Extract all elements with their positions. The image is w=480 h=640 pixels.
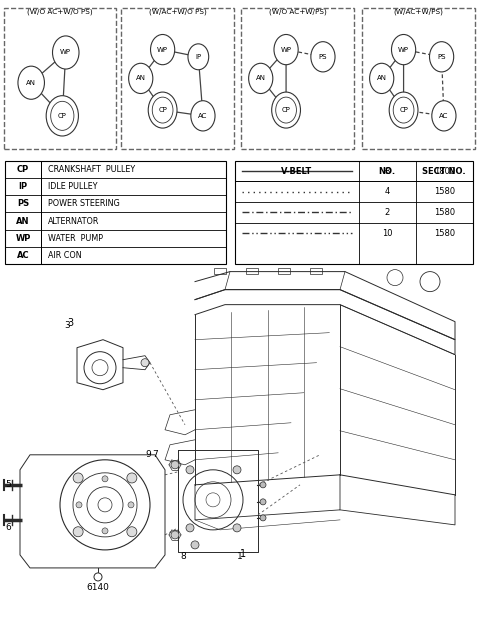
Text: AC: AC bbox=[17, 251, 29, 260]
Circle shape bbox=[73, 473, 83, 483]
Circle shape bbox=[151, 35, 175, 65]
Circle shape bbox=[127, 473, 137, 483]
Circle shape bbox=[18, 66, 45, 99]
Text: 6140: 6140 bbox=[86, 584, 109, 593]
Text: IP: IP bbox=[18, 182, 27, 191]
Circle shape bbox=[370, 63, 394, 93]
Text: WP: WP bbox=[15, 234, 31, 243]
Text: AN: AN bbox=[136, 76, 146, 81]
Text: 1580: 1580 bbox=[434, 228, 455, 237]
Circle shape bbox=[392, 35, 416, 65]
Text: AN: AN bbox=[377, 76, 387, 81]
Text: 10: 10 bbox=[382, 228, 393, 237]
Text: ALTERNATOR: ALTERNATOR bbox=[48, 216, 99, 226]
Text: IDLE PULLEY: IDLE PULLEY bbox=[48, 182, 97, 191]
Bar bbox=[214, 268, 226, 274]
Text: PS: PS bbox=[319, 54, 327, 60]
Text: 5: 5 bbox=[5, 481, 11, 490]
Text: 8: 8 bbox=[180, 552, 186, 561]
Circle shape bbox=[311, 42, 335, 72]
Text: CP: CP bbox=[158, 107, 167, 113]
Text: (W/O AC+W/O PS): (W/O AC+W/O PS) bbox=[27, 8, 93, 15]
Text: WATER  PUMP: WATER PUMP bbox=[48, 234, 103, 243]
Circle shape bbox=[432, 100, 456, 131]
Text: NO.: NO. bbox=[379, 166, 396, 175]
Text: (W/AC+W/O PS): (W/AC+W/O PS) bbox=[149, 8, 206, 15]
Circle shape bbox=[102, 528, 108, 534]
Text: 1800: 1800 bbox=[434, 166, 455, 175]
Circle shape bbox=[430, 42, 454, 72]
Text: 1580: 1580 bbox=[434, 188, 455, 196]
Circle shape bbox=[148, 92, 177, 128]
Text: CP: CP bbox=[282, 107, 290, 113]
Circle shape bbox=[46, 95, 78, 136]
Circle shape bbox=[94, 573, 102, 581]
Text: AN: AN bbox=[26, 80, 36, 86]
Circle shape bbox=[260, 482, 266, 488]
Text: V-BELT: V-BELT bbox=[281, 166, 312, 175]
Text: AN: AN bbox=[256, 76, 266, 81]
Bar bbox=[246, 268, 258, 274]
Circle shape bbox=[171, 531, 179, 539]
Text: 1: 1 bbox=[240, 549, 246, 559]
Circle shape bbox=[186, 524, 194, 532]
Text: (W/O AC+W/PS): (W/O AC+W/PS) bbox=[269, 8, 326, 15]
Text: AN: AN bbox=[16, 216, 30, 226]
Text: 7: 7 bbox=[152, 451, 158, 460]
Text: (W/AC+W/PS): (W/AC+W/PS) bbox=[394, 8, 444, 15]
Bar bbox=[310, 268, 322, 274]
Text: WP: WP bbox=[398, 47, 409, 52]
Circle shape bbox=[127, 527, 137, 537]
Text: CP: CP bbox=[58, 113, 67, 119]
Text: 1: 1 bbox=[237, 552, 243, 561]
Text: 6: 6 bbox=[5, 524, 11, 532]
Circle shape bbox=[260, 515, 266, 521]
Text: 4: 4 bbox=[384, 188, 390, 196]
Circle shape bbox=[233, 524, 241, 532]
Circle shape bbox=[141, 358, 149, 367]
Circle shape bbox=[191, 541, 199, 549]
Text: AIR CON: AIR CON bbox=[48, 251, 82, 260]
Circle shape bbox=[260, 499, 266, 505]
Text: AC: AC bbox=[198, 113, 208, 119]
Circle shape bbox=[171, 461, 179, 469]
Circle shape bbox=[76, 502, 82, 508]
Text: IP: IP bbox=[195, 54, 202, 60]
Text: WP: WP bbox=[157, 47, 168, 52]
Text: PS: PS bbox=[17, 199, 29, 209]
Circle shape bbox=[249, 63, 273, 93]
Circle shape bbox=[272, 92, 300, 128]
Circle shape bbox=[274, 35, 298, 65]
Text: 8: 8 bbox=[384, 166, 390, 175]
Text: 3: 3 bbox=[64, 321, 70, 330]
Circle shape bbox=[191, 100, 215, 131]
Text: PS: PS bbox=[437, 54, 446, 60]
Circle shape bbox=[52, 36, 79, 69]
Text: AC: AC bbox=[439, 113, 449, 119]
Circle shape bbox=[73, 527, 83, 537]
Text: CRANKSHAFT  PULLEY: CRANKSHAFT PULLEY bbox=[48, 164, 135, 174]
Text: 2: 2 bbox=[384, 208, 390, 217]
Circle shape bbox=[186, 466, 194, 474]
Text: CP: CP bbox=[17, 164, 29, 174]
Bar bbox=[278, 268, 290, 274]
Circle shape bbox=[129, 63, 153, 93]
Text: WP: WP bbox=[60, 49, 71, 56]
Text: CP: CP bbox=[399, 107, 408, 113]
Text: WP: WP bbox=[281, 47, 291, 52]
Text: 9: 9 bbox=[145, 451, 151, 460]
Text: POWER STEERING: POWER STEERING bbox=[48, 199, 120, 209]
Text: 3: 3 bbox=[67, 317, 73, 328]
Circle shape bbox=[389, 92, 418, 128]
Circle shape bbox=[102, 476, 108, 482]
Text: 1580: 1580 bbox=[434, 208, 455, 217]
Circle shape bbox=[188, 44, 209, 70]
Text: SECT NO.: SECT NO. bbox=[422, 166, 466, 175]
Circle shape bbox=[128, 502, 134, 508]
Circle shape bbox=[233, 466, 241, 474]
